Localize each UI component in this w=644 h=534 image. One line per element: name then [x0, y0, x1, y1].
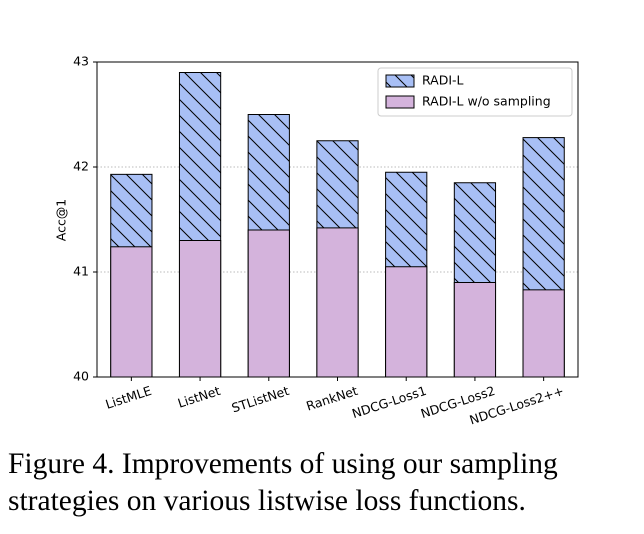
bar [110, 246, 153, 378]
bar [453, 282, 497, 378]
x-tick-label: ListMLE [104, 383, 154, 412]
x-tick-label: STListNet [230, 383, 291, 416]
x-tick-label: NDCG-Loss1 [350, 383, 428, 421]
legend-box [377, 67, 573, 117]
y-tick-label: 40 [73, 369, 89, 384]
bar [522, 289, 565, 378]
x-tick-label: ListNet [176, 383, 222, 411]
y-tick-label: 42 [73, 159, 89, 174]
plot-frame [96, 61, 579, 378]
legend-swatch [385, 95, 415, 109]
bar [178, 240, 222, 378]
caption: Figure 4. Improvements of using our samp… [8, 448, 558, 517]
legend-swatch [385, 74, 415, 88]
bar [316, 227, 359, 378]
legend-label: RADI-L [422, 73, 464, 88]
bar [247, 229, 290, 378]
legend-label: RADI-L w/o sampling [422, 94, 551, 109]
bar [385, 266, 428, 378]
y-axis-label: Acc@1 [54, 199, 69, 242]
y-tick-label: 43 [73, 54, 89, 69]
y-tick-label: 41 [73, 264, 89, 279]
